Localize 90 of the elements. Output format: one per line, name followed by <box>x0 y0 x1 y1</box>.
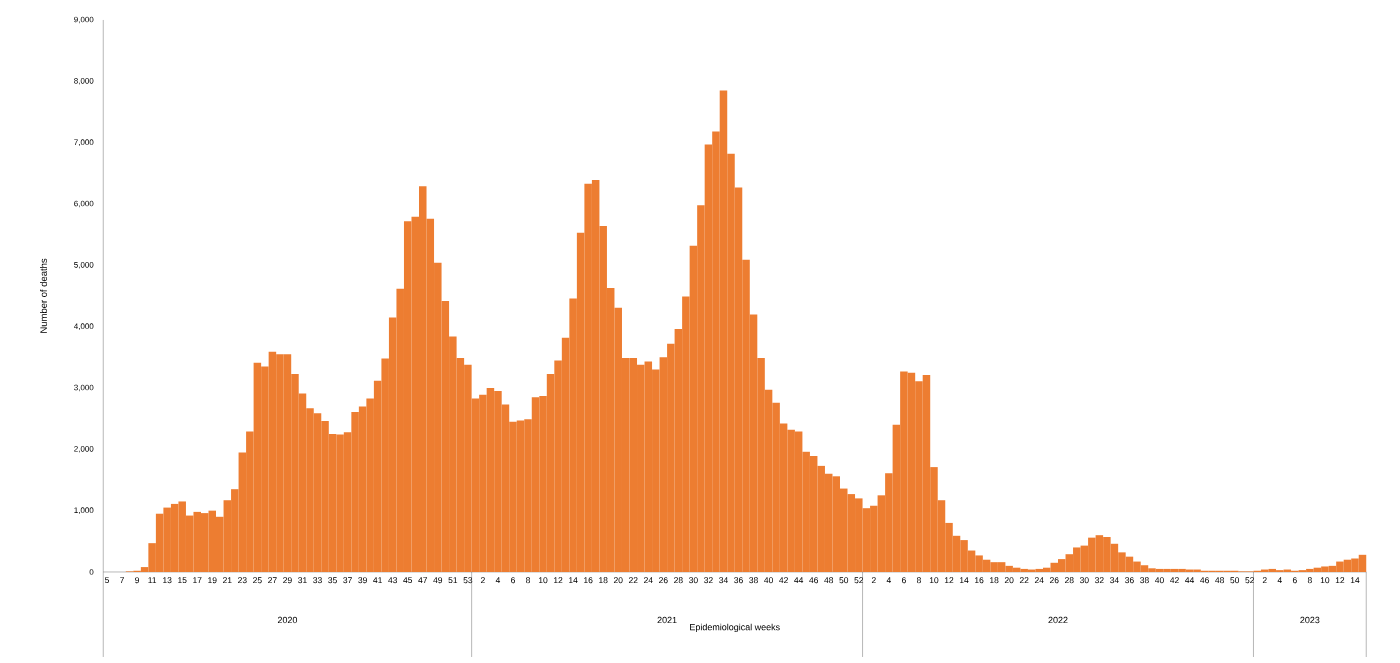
x-tick-label: 50 <box>1230 577 1240 584</box>
text: 2023 <box>1300 616 1320 624</box>
text: 2022 <box>1048 616 1068 624</box>
x-tick-label: 13 <box>163 577 172 584</box>
x-tick-label: 46 <box>809 577 819 584</box>
x-tick-label: 30 <box>1079 577 1089 584</box>
x-tick-label: 14 <box>1350 577 1360 584</box>
y-axis-title: Number of deaths <box>40 258 47 333</box>
x-tick-label: 30 <box>689 577 698 584</box>
x-tick-label: 12 <box>1335 577 1345 584</box>
x-tick-label: 34 <box>719 577 728 584</box>
x-tick-label: 42 <box>779 577 788 584</box>
x-tick-label: 51 <box>448 577 458 584</box>
x-tick-label: 4 <box>495 577 501 584</box>
x-tick-label: 24 <box>644 577 653 584</box>
x-tick-label: 4 <box>1277 577 1282 584</box>
x-tick-label: 6 <box>511 577 515 584</box>
x-tick-label: 19 <box>208 577 217 584</box>
x-tick-label: 39 <box>358 577 367 584</box>
x-tick-label: 14 <box>959 577 969 584</box>
x-tick-label: 50 <box>839 577 849 584</box>
x-tick-label: 28 <box>674 577 683 584</box>
x-tick-label: 6 <box>1292 577 1297 584</box>
x-tick-label: 46 <box>1200 577 1209 584</box>
x-tick-label: 38 <box>749 577 758 584</box>
x-tick-label: 49 <box>433 577 443 584</box>
text: 2020 <box>277 616 298 624</box>
x-tick-label: 42 <box>1170 577 1179 584</box>
x-tick-label: 35 <box>328 577 337 584</box>
x-tick-label: 32 <box>1094 577 1104 584</box>
x-tick-label: 10 <box>538 577 548 584</box>
x-tick-label: 5 <box>105 577 110 584</box>
x-tick-label: 38 <box>1140 577 1149 584</box>
x-tick-label: 20 <box>613 577 623 584</box>
x-tick-label: 29 <box>283 577 292 584</box>
x-tick-label: 52 <box>1245 577 1254 584</box>
x-tick-label: 40 <box>764 577 773 584</box>
x-tick-label: 20 <box>1004 577 1014 584</box>
x-tick-label: 27 <box>268 577 277 584</box>
x-tick-label: 25 <box>253 577 262 584</box>
x-tick-label: 44 <box>794 577 804 584</box>
x-tick-label: 34 <box>1110 577 1119 584</box>
x-tick-label: 41 <box>373 577 382 584</box>
x-tick-label: 16 <box>584 577 593 584</box>
x-tick-label: 2 <box>1262 577 1267 584</box>
x-tick-label: 23 <box>238 577 247 584</box>
x-tick-label: 44 <box>1185 577 1195 584</box>
x-tick-label: 18 <box>990 577 999 584</box>
x-tick-label: 22 <box>628 577 638 584</box>
x-tick-label: 45 <box>403 577 413 584</box>
x-tick-label: 10 <box>929 577 939 584</box>
x-tick-label: 53 <box>463 577 473 584</box>
x-tick-label: 36 <box>1125 577 1134 584</box>
x-tick-label: 12 <box>554 577 563 584</box>
x-tick-label: 17 <box>193 577 202 584</box>
x-tick-label: 6 <box>901 577 906 584</box>
x-tick-label: 11 <box>148 577 157 584</box>
x-tick-label: 18 <box>599 577 608 584</box>
x-tick-label: 15 <box>178 577 187 584</box>
x-tick-label: 28 <box>1065 577 1074 584</box>
x-tick-label: 12 <box>944 577 954 584</box>
x-tick-label: 16 <box>975 577 984 584</box>
x-axis-title: Epidemiological weeks <box>690 623 780 633</box>
x-tick-label: 8 <box>1307 577 1312 584</box>
x-tick-label: 4 <box>886 577 891 584</box>
x-tick-label: 2 <box>871 577 876 584</box>
x-tick-label: 22 <box>1019 577 1029 584</box>
x-tick-label: 26 <box>1049 577 1059 584</box>
x-tick-label: 36 <box>734 577 743 584</box>
x-tick-label: 2 <box>480 577 485 584</box>
x-tick-label: 33 <box>313 577 322 584</box>
x-tick-label: 8 <box>526 577 530 584</box>
x-tick-label: 10 <box>1320 577 1330 584</box>
x-tick-label: 21 <box>223 577 232 584</box>
x-tick-label: 48 <box>824 577 834 584</box>
x-tick-label: 43 <box>388 577 398 584</box>
x-tick-label: 24 <box>1034 577 1044 584</box>
x-tick-label: 7 <box>120 577 124 584</box>
x-tick-label: 47 <box>418 577 428 584</box>
x-tick-label: 31 <box>298 577 307 584</box>
x-tick-label: 8 <box>916 577 921 584</box>
x-tick-label: 32 <box>704 577 713 584</box>
x-tick-label: 52 <box>854 577 864 584</box>
x-tick-label: 14 <box>569 577 578 584</box>
x-tick-label: 37 <box>343 577 352 584</box>
x-tick-label: 9 <box>135 577 140 584</box>
x-tick-label: 26 <box>659 577 668 584</box>
x-tick-label: 40 <box>1154 577 1164 584</box>
text: 2021 <box>657 616 677 624</box>
x-tick-label: 48 <box>1215 577 1224 584</box>
